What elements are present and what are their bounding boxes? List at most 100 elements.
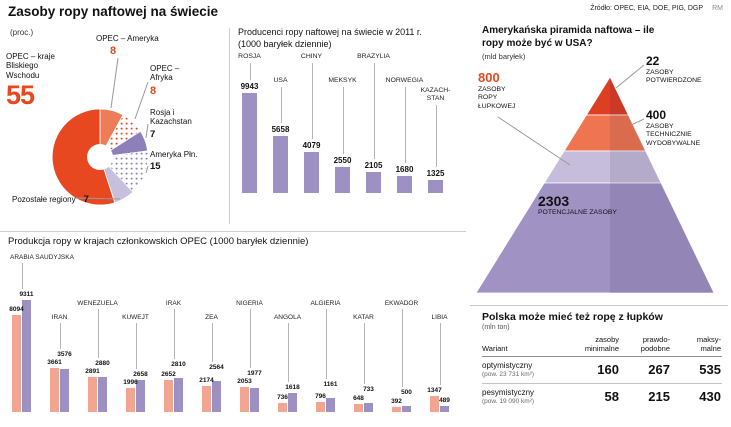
donut-label-ameryka-pln: Ameryka Płn. 15 <box>150 150 206 173</box>
bar-value-label: 796 <box>315 393 326 400</box>
reserves-donut-section: (proc.) OPEC – Ameryka 8 OPEC – kraje Bl… <box>0 22 230 234</box>
pyramid-label-800: 800 ZASOBY ROPY ŁUPKOWEJ <box>478 70 530 111</box>
opec-bar-purple-3 <box>136 380 145 412</box>
bar-value-label: 5658 <box>271 125 290 134</box>
opec-bar-salmon-1 <box>50 368 59 412</box>
bar-category-label: IRAK <box>165 300 182 307</box>
opec-bar-salmon-0 <box>12 315 21 412</box>
leader-line <box>280 87 282 123</box>
table-row-optymistyczny: optymistyczny (pow. 23 731 km²) 160 267 … <box>482 357 722 380</box>
bar-value-label: 4079 <box>302 141 321 150</box>
layer-label: ZASOBY ROPY ŁUPKOWEJ <box>478 85 516 110</box>
leader-line <box>135 323 137 369</box>
producers-chart-section: Producenci ropy naftowej na świecie w 20… <box>230 25 468 230</box>
bar-value-label: 9943 <box>240 82 259 91</box>
slice-label: Rosja i Kazachstan <box>150 108 192 127</box>
cell-value: 267 <box>648 362 670 377</box>
producers-bar-4 <box>366 172 381 193</box>
bar-category-label: ZEA <box>205 314 218 321</box>
slice-value: 55 <box>6 80 35 111</box>
slice-label: OPEC – Ameryka <box>96 34 159 43</box>
leader-line <box>439 323 441 385</box>
bar-value-label: 8094 <box>9 306 24 313</box>
us-pyramid-section: Amerykańska piramida naftowa – ile ropy … <box>470 25 731 307</box>
bar-value-label: 2564 <box>209 364 224 371</box>
source-note: Źródło: OPEC, EIA, DOE, PIG, DGP <box>590 5 703 12</box>
opec-bar-purple-11 <box>440 406 449 412</box>
bar-value-label: 2658 <box>133 371 148 378</box>
reserves-donut-chart <box>51 108 149 206</box>
leader-line <box>173 309 175 359</box>
opec-bar-salmon-6 <box>240 387 249 412</box>
bar-value-label: 2652 <box>161 371 176 378</box>
leader-line <box>249 63 251 80</box>
layer-value: 22 <box>646 54 660 68</box>
bar-category-label: ANGOLA <box>273 314 302 321</box>
opec-bar-purple-5 <box>212 381 221 412</box>
slice-label: Ameryka Płn. <box>150 150 198 159</box>
donut-label-opec-ameryka: OPEC – Ameryka 8 <box>96 34 176 58</box>
cell-value: 58 <box>604 389 619 404</box>
bar-value-label: 500 <box>401 389 412 396</box>
bar-category-label: ROSJA <box>238 53 261 60</box>
pyramid-unit-label: (mld baryłek) <box>482 52 526 61</box>
leader-line <box>59 323 61 349</box>
bar-value-label: 1680 <box>395 165 414 174</box>
producers-bar-0 <box>242 93 257 193</box>
opec-bar-salmon-4 <box>164 380 173 412</box>
donut-unit-label: (proc.) <box>10 28 34 37</box>
row-area: (pow. 23 731 km²) <box>482 371 535 378</box>
opec-bar-salmon-5 <box>202 386 211 412</box>
producers-bar-6 <box>428 180 443 193</box>
bar-value-label: 733 <box>363 386 374 393</box>
cell-value: 215 <box>648 389 670 404</box>
leader-line <box>363 323 365 384</box>
pyramid-layer-3 <box>475 182 715 294</box>
pyramid-label-2303: 2303 POTENCJALNE ZASOBY <box>538 193 628 218</box>
producers-bar-chart: 9943 ROSJA 5658 USA 4079 CHINY 2550 MEKSYK 2105 B… <box>230 25 468 230</box>
bar-value-label: 2174 <box>199 377 214 384</box>
opec-bar-purple-8 <box>326 398 335 412</box>
divider-horizontal-opec <box>0 231 466 232</box>
donut-hole <box>87 144 113 170</box>
slice-value: 8 <box>150 84 157 97</box>
bar-category-label: USA <box>273 77 288 84</box>
bar-category-label: ARABIA SAUDYJSKA <box>10 254 74 261</box>
oil-pyramid-chart <box>475 64 715 294</box>
bar-value-label: 3576 <box>57 351 72 358</box>
cell-value: 160 <box>597 362 619 377</box>
pyramid-label-400: 400 ZASOBY TECHNICZNIE WYDOBYWALNE <box>646 108 722 148</box>
leader-line <box>325 309 327 379</box>
pyramid-title: Amerykańska piramida naftowa – ile ropy … <box>482 25 655 49</box>
opec-bar-purple-1 <box>60 369 69 412</box>
opec-bar-salmon-8 <box>316 402 325 412</box>
opec-bar-salmon-7 <box>278 403 287 412</box>
producers-bar-1 <box>273 136 288 193</box>
bar-value-label: 648 <box>353 395 364 402</box>
producers-bar-5 <box>397 176 412 193</box>
bar-category-label: IRAN <box>51 314 68 321</box>
slice-value: 7 <box>83 194 89 205</box>
donut-label-opec-afryka: OPEC – Afryka 8 <box>150 64 196 98</box>
bar-value-label: 2550 <box>333 156 352 165</box>
layer-label: POTENCJALNE ZASOBY <box>538 209 617 217</box>
bar-value-label: 2810 <box>171 361 186 368</box>
layer-value: 2303 <box>538 193 570 209</box>
bar-value-label: 2880 <box>95 360 110 367</box>
bar-value-label: 392 <box>391 398 402 405</box>
bar-value-label: 2891 <box>85 368 100 375</box>
bar-value-label: 1161 <box>323 381 338 388</box>
opec-bar-salmon-9 <box>354 404 363 412</box>
slice-value: 7 <box>150 128 156 140</box>
bar-value-label: 1347 <box>427 387 442 394</box>
opec-bar-salmon-3 <box>126 388 135 412</box>
opec-bar-salmon-10 <box>392 407 401 412</box>
layer-value: 400 <box>646 108 667 122</box>
bar-category-label: EKWADOR <box>384 300 419 307</box>
table-row-pesymistyczny: pesymistyczny (pow. 19 090 km²) 58 215 4… <box>482 384 722 407</box>
leader-line <box>211 323 213 362</box>
bar-value-label: 9311 <box>19 291 34 298</box>
opec-chart-title: Produkcja ropy w krajach członkowskich O… <box>8 236 309 247</box>
donut-label-pozostale: Pozostałe regiony 7 <box>12 192 89 205</box>
bar-category-label: KATAR <box>353 314 374 321</box>
